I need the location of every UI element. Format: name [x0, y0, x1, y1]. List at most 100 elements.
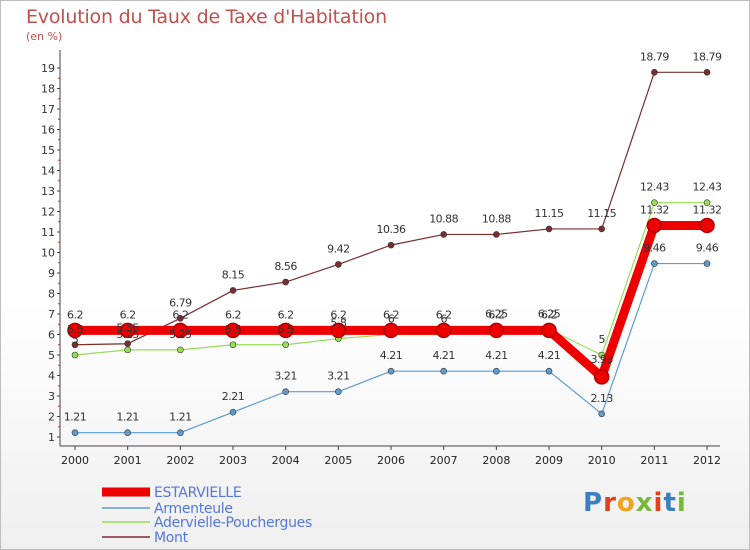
- x-tick-label: 2012: [693, 454, 721, 467]
- data-label: 6: [440, 313, 447, 326]
- y-tick-label: 17: [41, 103, 55, 116]
- data-label: 6.79: [169, 296, 192, 309]
- logo-letter: r: [603, 488, 617, 518]
- data-point: [282, 278, 289, 286]
- y-tick-label: 7: [48, 308, 55, 321]
- data-point: [177, 346, 184, 354]
- x-tick-label: 2001: [114, 454, 142, 467]
- data-point: [229, 287, 237, 294]
- data-label: 18.79: [640, 50, 669, 63]
- y-tick-label: 4: [48, 370, 55, 383]
- data-label: 9.46: [696, 242, 719, 255]
- data-point: [488, 322, 505, 339]
- data-label: 5.25: [116, 328, 139, 341]
- data-label: 10.88: [429, 212, 458, 225]
- y-tick-label: 10: [41, 247, 55, 260]
- x-tick-label: 2010: [588, 454, 616, 467]
- data-label: 4.21: [380, 349, 403, 362]
- data-label: 4.21: [485, 349, 508, 362]
- data-label: 5: [72, 333, 79, 346]
- legend-label: Mont: [154, 530, 189, 546]
- data-label: 8.15: [222, 268, 245, 281]
- data-point: [387, 367, 395, 375]
- data-label: 6.2: [330, 308, 346, 321]
- data-point: [545, 225, 553, 233]
- data-label: 10.88: [482, 212, 511, 225]
- data-point: [177, 315, 184, 322]
- data-point: [699, 217, 715, 234]
- data-point: [440, 367, 447, 375]
- data-label: 6.2: [225, 308, 241, 321]
- data-point: [225, 322, 241, 339]
- logo-letter: P: [583, 488, 604, 518]
- data-label: 3.93: [590, 353, 613, 366]
- data-label: 6: [388, 313, 395, 326]
- data-point: [541, 322, 557, 339]
- data-label: 1.21: [64, 411, 87, 424]
- data-label: 5.5: [278, 323, 294, 336]
- data-point: [387, 241, 395, 249]
- data-point: [124, 346, 131, 354]
- data-point: [124, 429, 131, 436]
- x-tick-label: 2003: [219, 454, 247, 467]
- data-label: 3.21: [327, 370, 350, 383]
- data-label: 11.15: [587, 207, 616, 220]
- data-label: 18.79: [693, 50, 722, 63]
- x-tick-label: 2006: [377, 454, 405, 467]
- data-point: [172, 322, 189, 339]
- y-tick-label: 14: [41, 165, 55, 178]
- legend-label: Armenteule: [154, 501, 233, 517]
- data-label: 5.8: [330, 317, 346, 330]
- data-label: 6.25: [485, 307, 508, 320]
- data-point: [335, 388, 342, 395]
- proxiti-logo: Proxiti: [583, 488, 687, 518]
- data-label: 5: [598, 333, 605, 346]
- data-label: 4.21: [432, 349, 455, 362]
- data-point: [71, 351, 79, 359]
- data-point: [493, 231, 500, 238]
- logo-letter: i: [676, 488, 687, 518]
- data-label: 11.32: [640, 203, 669, 216]
- y-tick-label: 11: [41, 226, 55, 239]
- data-label: 5.5: [67, 323, 83, 336]
- data-label: 12.43: [693, 181, 722, 194]
- chart-subtitle: (en %): [26, 30, 63, 43]
- y-tick-label: 5: [48, 349, 55, 362]
- x-tick-label: 2011: [640, 454, 668, 467]
- y-tick-label: 13: [41, 185, 55, 198]
- data-point: [177, 429, 184, 436]
- data-point: [703, 199, 711, 206]
- data-label: 12.43: [640, 181, 669, 194]
- data-point: [593, 369, 610, 385]
- data-point: [598, 410, 606, 418]
- data-point: [119, 322, 136, 339]
- data-point: [598, 225, 606, 233]
- y-tick-label: 12: [41, 206, 55, 219]
- data-point: [124, 340, 131, 348]
- data-point: [435, 322, 452, 339]
- y-tick-label: 15: [41, 144, 55, 157]
- data-label: 2.21: [222, 390, 245, 403]
- logo-letter: x: [635, 488, 654, 518]
- data-label: 1.21: [116, 411, 139, 424]
- y-tick-label: 8: [48, 288, 55, 301]
- data-label: 6.2: [67, 308, 83, 321]
- y-tick-label: 6: [48, 329, 55, 342]
- data-label: 5.55: [116, 322, 139, 335]
- data-point: [440, 231, 447, 238]
- data-label: 11.15: [535, 207, 564, 220]
- data-label: 9.46: [643, 242, 666, 255]
- data-point: [71, 341, 79, 349]
- data-point: [493, 367, 500, 375]
- x-tick-label: 2007: [430, 454, 458, 467]
- x-tick-label: 2004: [272, 454, 300, 467]
- chart-title: Evolution du Taux de Taxe d'Habitation: [26, 6, 387, 28]
- data-label: 2.13: [590, 392, 613, 405]
- data-label: 6.2: [383, 308, 399, 321]
- data-label: 9.42: [327, 242, 350, 255]
- x-tick-label: 2005: [324, 454, 352, 467]
- y-tick-label: 18: [41, 83, 55, 96]
- data-point: [383, 322, 399, 339]
